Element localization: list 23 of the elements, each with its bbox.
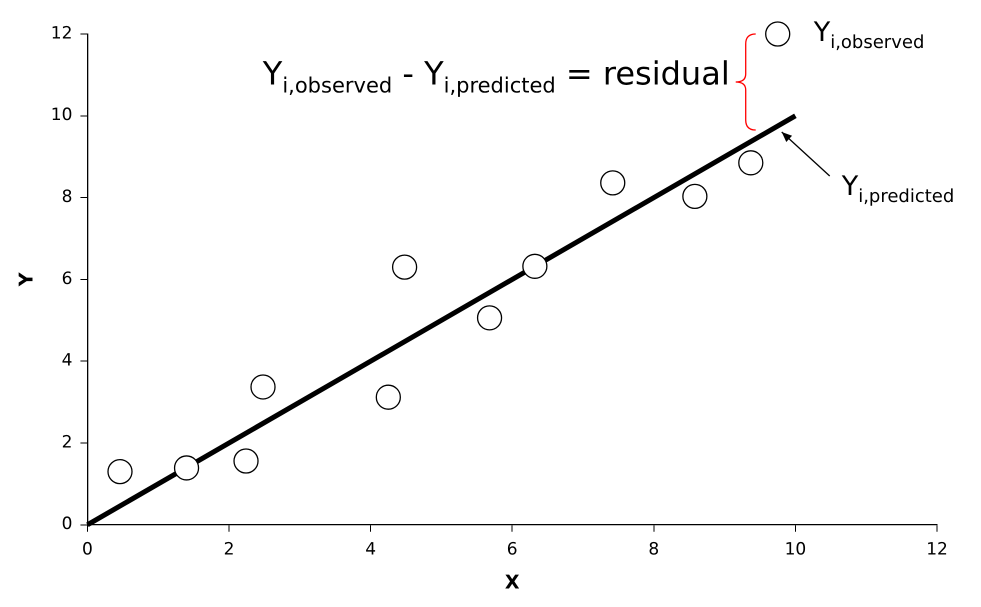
- point: [765, 21, 790, 47]
- x-tick-label: 4: [365, 539, 376, 560]
- y-tick-label: 4: [62, 350, 72, 371]
- x-tick-label: 2: [224, 539, 234, 560]
- y-tick-label: 10: [50, 105, 72, 126]
- point: [522, 254, 548, 279]
- y-tick-label: 2: [62, 432, 72, 452]
- point: [174, 455, 200, 481]
- y-tick-label: 8: [62, 187, 72, 208]
- x-tick-label: 0: [82, 539, 93, 560]
- y-tick-label: 0: [62, 514, 72, 534]
- point: [682, 184, 708, 210]
- point: [600, 170, 626, 196]
- point: [392, 254, 418, 280]
- point: [233, 448, 259, 474]
- y-axis-title: Y: [15, 272, 38, 288]
- y-tick-label: 6: [62, 268, 72, 289]
- y-tick-label: 12: [50, 23, 72, 44]
- x-tick-label: 6: [506, 539, 518, 560]
- x-tick-label: 12: [926, 539, 948, 560]
- x-axis-title: X: [504, 572, 520, 594]
- x-tick-label: 10: [784, 539, 806, 560]
- x-tick-label: 8: [648, 539, 660, 560]
